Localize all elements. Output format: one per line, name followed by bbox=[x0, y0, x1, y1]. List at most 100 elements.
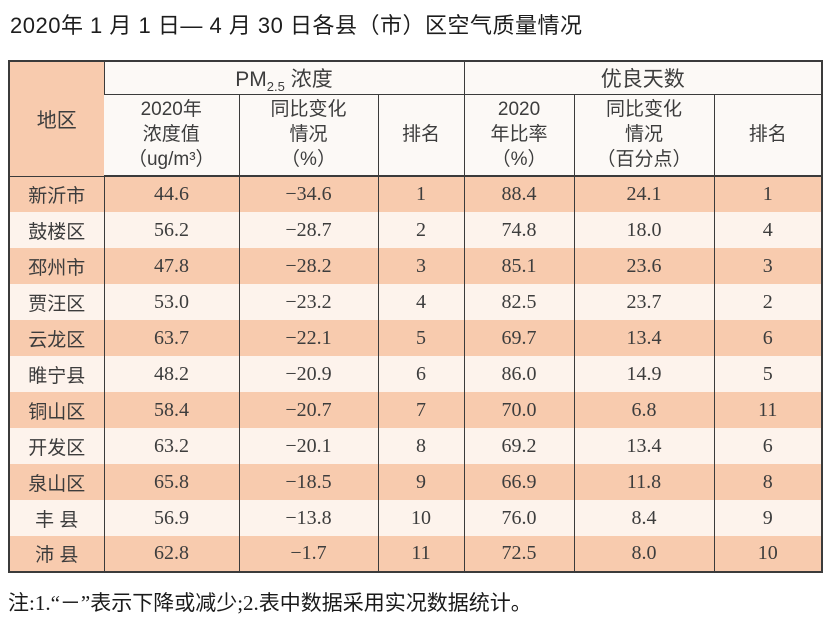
header-line: 排名 bbox=[402, 124, 441, 146]
header-line: 情况 bbox=[289, 124, 328, 146]
header-line: 浓度值 bbox=[142, 124, 200, 146]
pm-change-cell: −23.2 bbox=[238, 284, 378, 320]
pm-change-cell: −34.6 bbox=[238, 176, 378, 212]
pm-concentration-cell: 63.7 bbox=[103, 320, 239, 356]
header-pm25-group: PM2.5 浓度 bbox=[103, 61, 465, 95]
good-days-ratio-cell: 85.1 bbox=[463, 248, 575, 284]
air-quality-table: 地区 PM2.5 浓度 优良天数 2020年 浓度值 （ug/m³） 同比变化 情况 （%… bbox=[8, 60, 824, 573]
pm-rank-cell: 7 bbox=[377, 392, 465, 428]
pm-change-cell: −28.2 bbox=[238, 248, 378, 284]
good-days-change-cell: 13.4 bbox=[573, 320, 715, 356]
pm-rank-cell: 2 bbox=[377, 212, 465, 248]
good-days-change-cell: 24.1 bbox=[573, 176, 715, 212]
pm-change-cell: −20.1 bbox=[238, 428, 378, 464]
good-days-ratio-cell: 72.5 bbox=[463, 536, 575, 572]
good-days-ratio-cell: 82.5 bbox=[463, 284, 575, 320]
header-good-days-2020-ratio: 2020 年比率 （%） bbox=[463, 94, 575, 177]
header-pm-rank: 排名 bbox=[377, 94, 465, 177]
good-days-rank-cell: 1 bbox=[713, 176, 823, 212]
table-row: 泉山区 65.8 −18.5 9 66.9 11.8 8 bbox=[9, 464, 823, 500]
good-days-ratio-cell: 69.7 bbox=[463, 320, 575, 356]
pm-rank-cell: 3 bbox=[377, 248, 465, 284]
pm-concentration-cell: 48.2 bbox=[103, 356, 239, 392]
group-header-row: 地区 PM2.5 浓度 优良天数 bbox=[9, 61, 823, 177]
pm-change-cell: −22.1 bbox=[238, 320, 378, 356]
header-line: 2020 bbox=[497, 99, 541, 121]
header-good-days-yoy-change: 同比变化情况 （百分点） bbox=[573, 94, 715, 177]
region-cell: 邳州市 bbox=[9, 248, 104, 284]
pm-change-cell: −20.9 bbox=[238, 356, 378, 392]
pm-rank-cell: 10 bbox=[377, 500, 465, 536]
header-pm-yoy-change: 同比变化 情况 （%） bbox=[238, 94, 378, 177]
region-cell: 泉山区 bbox=[9, 464, 104, 500]
header-good-days-rank: 排名 bbox=[713, 94, 823, 177]
pm-concentration-cell: 53.0 bbox=[103, 284, 239, 320]
pm-change-cell: −20.7 bbox=[238, 392, 378, 428]
header-line: （百分点） bbox=[596, 149, 692, 171]
pm-concentration-cell: 62.8 bbox=[103, 536, 239, 572]
region-cell: 铜山区 bbox=[9, 392, 104, 428]
pm25-label-prefix: PM bbox=[235, 67, 267, 91]
good-days-change-cell: 13.4 bbox=[573, 428, 715, 464]
good-days-rank-cell: 9 bbox=[713, 500, 823, 536]
good-days-change-cell: 14.9 bbox=[573, 356, 715, 392]
good-days-change-cell: 23.6 bbox=[573, 248, 715, 284]
good-days-change-cell: 8.0 bbox=[573, 536, 715, 572]
good-days-rank-cell: 3 bbox=[713, 248, 823, 284]
table-row: 邳州市 47.8 −28.2 3 85.1 23.6 3 bbox=[9, 248, 823, 284]
header-line: （%） bbox=[491, 149, 547, 171]
good-days-change-cell: 11.8 bbox=[573, 464, 715, 500]
pm-change-cell: −28.7 bbox=[238, 212, 378, 248]
pm-rank-cell: 9 bbox=[377, 464, 465, 500]
page-title: 2020年 1 月 1 日— 4 月 30 日各县（市）区空气质量情况 bbox=[10, 13, 583, 38]
pm-concentration-cell: 47.8 bbox=[103, 248, 239, 284]
region-cell: 开发区 bbox=[9, 428, 104, 464]
pm-rank-cell: 1 bbox=[377, 176, 465, 212]
region-cell: 新沂市 bbox=[9, 176, 104, 212]
header-line: （ug/m³） bbox=[127, 149, 215, 171]
good-days-change-cell: 8.4 bbox=[573, 500, 715, 536]
table-row: 铜山区 58.4 −20.7 7 70.0 6.8 11 bbox=[9, 392, 823, 428]
good-days-ratio-cell: 66.9 bbox=[463, 464, 575, 500]
region-cell: 云龙区 bbox=[9, 320, 104, 356]
good-days-ratio-cell: 69.2 bbox=[463, 428, 575, 464]
good-days-rank-cell: 6 bbox=[713, 428, 823, 464]
header-line: 情况 bbox=[625, 124, 664, 146]
pm-concentration-cell: 56.2 bbox=[103, 212, 239, 248]
table-row: 睢宁县 48.2 −20.9 6 86.0 14.9 5 bbox=[9, 356, 823, 392]
region-cell: 沛 县 bbox=[9, 536, 104, 572]
table-body: 新沂市 44.6 −34.6 1 88.4 24.1 1 鼓楼区 56.2 −28.7 2 74.8 1… bbox=[9, 176, 823, 572]
good-days-rank-cell: 6 bbox=[713, 320, 823, 356]
good-days-ratio-cell: 86.0 bbox=[463, 356, 575, 392]
table-row: 贾汪区 53.0 −23.2 4 82.5 23.7 2 bbox=[9, 284, 823, 320]
region-cell: 丰 县 bbox=[9, 500, 104, 536]
pm-rank-cell: 11 bbox=[377, 536, 465, 572]
good-days-ratio-cell: 76.0 bbox=[463, 500, 575, 536]
footnote-note: 注:1.“－”表示下降或减少;2.表中数据采用实况数据统计。 bbox=[8, 591, 532, 615]
table-row: 新沂市 44.6 −34.6 1 88.4 24.1 1 bbox=[9, 176, 823, 212]
pm-concentration-cell: 65.8 bbox=[103, 464, 239, 500]
good-days-change-cell: 23.7 bbox=[573, 284, 715, 320]
pm-rank-cell: 6 bbox=[377, 356, 465, 392]
header-line: 排名 bbox=[748, 124, 787, 146]
pm25-label-suffix: 浓度 bbox=[284, 67, 333, 91]
header-pm-2020-concentration: 2020年 浓度值 （ug/m³） bbox=[104, 94, 239, 177]
good-days-rank-cell: 10 bbox=[713, 536, 823, 572]
pm-concentration-cell: 58.4 bbox=[103, 392, 239, 428]
header-line: 年比率 bbox=[490, 124, 548, 146]
good-days-rank-cell: 4 bbox=[713, 212, 823, 248]
region-cell: 睢宁县 bbox=[9, 356, 104, 392]
good-days-ratio-cell: 70.0 bbox=[463, 392, 575, 428]
region-cell: 贾汪区 bbox=[9, 284, 104, 320]
pm-rank-cell: 8 bbox=[377, 428, 465, 464]
header-line: 同比变化 bbox=[606, 99, 683, 121]
pm-change-cell: −18.5 bbox=[238, 464, 378, 500]
pm-concentration-cell: 63.2 bbox=[103, 428, 239, 464]
table-row: 鼓楼区 56.2 −28.7 2 74.8 18.0 4 bbox=[9, 212, 823, 248]
pm-change-cell: −1.7 bbox=[238, 536, 378, 572]
pm-concentration-cell: 56.9 bbox=[103, 500, 239, 536]
pm-rank-cell: 4 bbox=[377, 284, 465, 320]
table-row: 丰 县 56.9 −13.8 10 76.0 8.4 9 bbox=[9, 500, 823, 536]
header-good-days-group: 优良天数 bbox=[463, 61, 823, 95]
header-region: 地区 bbox=[9, 61, 104, 177]
